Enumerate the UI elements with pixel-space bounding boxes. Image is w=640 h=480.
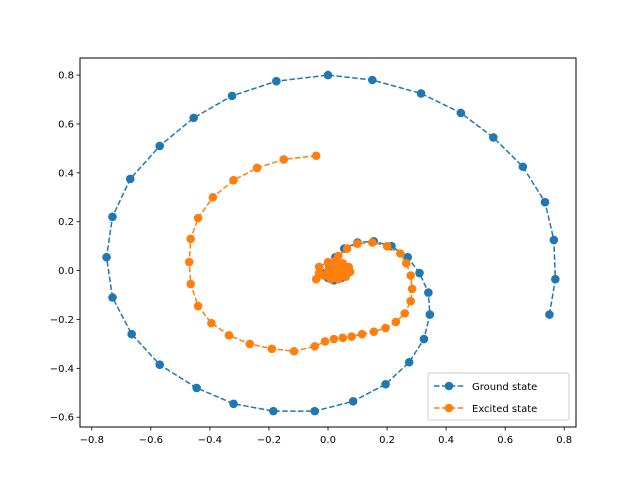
x-tick-label: 0.6	[497, 435, 513, 446]
data-point-excited-state	[381, 323, 390, 333]
data-point-ground-state	[551, 274, 560, 284]
data-point-excited-state	[267, 344, 277, 354]
data-point-excited-state	[184, 257, 194, 267]
data-point-excited-state	[406, 271, 415, 280]
data-point-ground-state	[540, 197, 550, 207]
data-point-excited-state	[289, 346, 299, 356]
legend-label-ground-state: Ground state	[472, 382, 537, 393]
data-point-excited-state	[245, 339, 255, 349]
data-point-excited-state	[279, 155, 289, 164]
data-point-excited-state	[357, 329, 367, 339]
data-point-ground-state	[127, 329, 136, 339]
data-point-ground-state	[518, 162, 528, 172]
series-excited-state	[184, 151, 417, 356]
data-point-ground-state	[310, 406, 320, 416]
data-point-ground-state	[108, 293, 117, 302]
data-point-excited-state	[193, 213, 203, 223]
x-axis: −0.8 −0.6 −0.4 −0.2 0.0 0.2 0.4 0.6 0.8	[80, 427, 572, 446]
y-tick-label: −0.6	[50, 413, 74, 424]
data-point-excited-state	[407, 284, 417, 294]
legend-item-excited-state: Excited state	[434, 403, 537, 415]
legend-box	[427, 372, 570, 421]
x-tick-label: −0.2	[257, 435, 281, 446]
data-point-excited-state	[320, 337, 330, 346]
data-point-excited-state	[208, 192, 218, 202]
data-point-ground-state	[102, 252, 111, 262]
data-point-ground-state	[424, 288, 433, 297]
x-tick-label: −0.6	[139, 435, 163, 446]
data-point-ground-state	[404, 357, 414, 367]
data-point-excited-state	[338, 333, 348, 343]
data-point-ground-state	[192, 383, 201, 393]
data-point-ground-state	[415, 268, 424, 278]
data-point-excited-state	[347, 332, 356, 341]
data-point-excited-state	[229, 175, 238, 185]
data-point-ground-state	[416, 89, 426, 98]
data-point-excited-state	[193, 301, 203, 311]
data-point-excited-state	[353, 239, 362, 249]
data-point-excited-state	[314, 268, 324, 278]
x-tick-label: −0.4	[198, 435, 222, 446]
data-point-ground-state	[269, 406, 278, 416]
x-tick-label: 0.2	[379, 435, 395, 446]
data-point-ground-state	[323, 70, 333, 80]
data-point-ground-state	[456, 108, 466, 118]
data-point-excited-state	[186, 234, 196, 244]
data-point-ground-state	[229, 399, 238, 409]
data-point-ground-state	[348, 397, 358, 406]
y-tick-label: 0.0	[58, 266, 74, 277]
data-point-excited-state	[252, 163, 262, 173]
x-tick-label: −0.8	[80, 435, 104, 446]
data-point-excited-state	[369, 327, 379, 337]
data-point-ground-state	[108, 212, 117, 222]
data-point-ground-state	[489, 133, 498, 142]
legend-marker-excited-state	[444, 403, 454, 413]
data-point-excited-state	[329, 334, 339, 344]
data-point-excited-state	[224, 331, 234, 340]
y-tick-label: 0.8	[58, 71, 74, 82]
data-point-excited-state	[367, 238, 377, 247]
data-point-ground-state	[272, 76, 281, 86]
data-point-excited-state	[342, 244, 352, 253]
data-point-excited-state	[311, 151, 321, 161]
data-point-ground-state	[419, 334, 429, 344]
data-point-excited-state	[382, 241, 392, 251]
data-point-ground-state	[367, 75, 377, 85]
legend-item-ground-state: Ground state	[434, 381, 537, 393]
legend-marker-ground-state	[444, 381, 454, 391]
data-point-ground-state	[125, 174, 135, 184]
y-tick-label: 0.6	[58, 119, 74, 130]
x-tick-label: 0.8	[556, 435, 572, 446]
data-point-excited-state	[406, 296, 415, 306]
data-point-ground-state	[189, 113, 198, 123]
data-point-excited-state	[401, 258, 411, 268]
data-point-excited-state	[186, 279, 196, 289]
data-point-excited-state	[207, 318, 216, 328]
data-point-excited-state	[391, 317, 401, 327]
data-point-ground-state	[155, 360, 165, 369]
series-layer	[102, 70, 560, 416]
data-point-ground-state	[227, 91, 237, 101]
data-point-excited-state	[310, 342, 320, 351]
y-tick-label: 0.4	[58, 168, 74, 179]
legend-label-excited-state: Excited state	[472, 404, 537, 415]
x-tick-label: 0.4	[438, 435, 454, 446]
y-axis: −0.6 −0.4 −0.2 0.0 0.2 0.4 0.6 0.8	[50, 71, 80, 424]
y-tick-label: 0.2	[58, 217, 74, 228]
y-tick-label: −0.4	[50, 364, 74, 375]
y-tick-label: −0.2	[50, 315, 74, 326]
data-point-ground-state	[155, 141, 165, 151]
data-point-ground-state	[545, 310, 554, 319]
data-point-ground-state	[425, 310, 435, 319]
data-point-excited-state	[396, 249, 405, 258]
data-point-ground-state	[381, 379, 390, 389]
data-point-ground-state	[549, 235, 559, 245]
data-point-excited-state	[332, 265, 342, 274]
data-point-excited-state	[314, 262, 324, 272]
data-point-excited-state	[400, 309, 410, 318]
legend: Ground state Excited state	[427, 372, 570, 421]
x-tick-label: 0.0	[320, 435, 336, 446]
